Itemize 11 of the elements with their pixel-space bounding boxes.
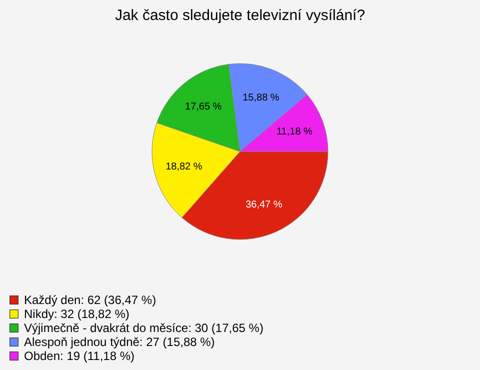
chart-title: Jak často sledujete televizní vysílání?	[114, 7, 366, 24]
data-label: 36,47 %	[246, 199, 282, 210]
data-label: 15,88 %	[242, 92, 280, 104]
legend-label: Obden: 19 (11,18 %)	[24, 349, 135, 363]
legend-label: Každý den: 62 (36,47 %)	[24, 293, 156, 307]
data-label: 11,18 %	[276, 126, 313, 138]
data-label: 18,82 %	[166, 161, 202, 172]
legend-label: Nikdy: 32 (18,82 %)	[24, 307, 130, 321]
data-label: 17,65 %	[185, 102, 222, 113]
legend-label: Alespoň jednou týdně: 27 (15,88 %)	[24, 335, 215, 349]
legend-label: Výjimečně - dvakrát do měsíce: 30 (17,65 %)	[24, 321, 264, 335]
